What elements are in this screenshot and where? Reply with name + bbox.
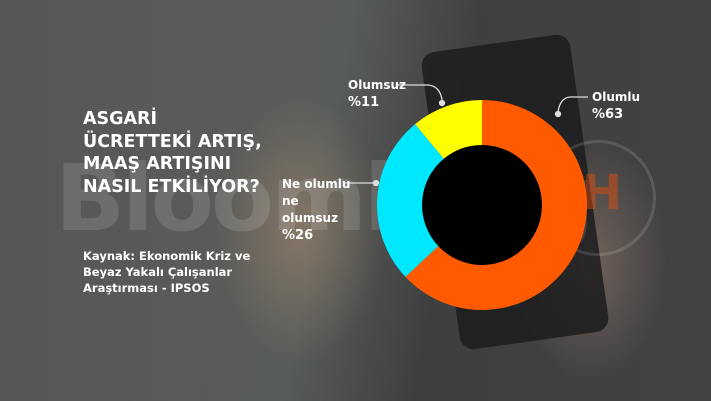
leader-dot-neutral (372, 179, 380, 187)
slice-value: %11 (348, 95, 380, 110)
donut-slice-ne-olumlu-ne-olumsuz (377, 124, 444, 277)
leader-olumsuz (398, 84, 443, 101)
slice-value: %26 (282, 228, 314, 243)
slice-name: Olumsuz (348, 78, 407, 92)
watermark-logo-mark: H (582, 165, 623, 221)
slice-name: Ne olumlu ne olumsuz (282, 177, 351, 225)
slice-name: Olumlu (592, 90, 641, 104)
slice-label-neutral: Ne olumlu ne olumsuz %26 (282, 176, 352, 244)
donut-slice-olumlu (405, 100, 587, 310)
chart-title: ASGARİ ÜCRETTEKİ ARTIŞ, MAAŞ ARTIŞINI NA… (83, 109, 262, 197)
chart-source: Kaynak: Ekonomik Kriz ve Beyaz Yakalı Ça… (83, 249, 251, 295)
donut-slice-olumsuz (415, 100, 482, 159)
slice-value: %63 (592, 107, 624, 122)
leader-dot-olumlu (554, 110, 562, 118)
donut-hole (422, 145, 542, 265)
leader-olumlu (557, 96, 588, 113)
slice-label-olumsuz: Olumsuz %11 (348, 77, 406, 111)
slice-label-olumlu: Olumlu %63 (592, 89, 640, 123)
leader-dot-olumsuz (438, 99, 446, 107)
